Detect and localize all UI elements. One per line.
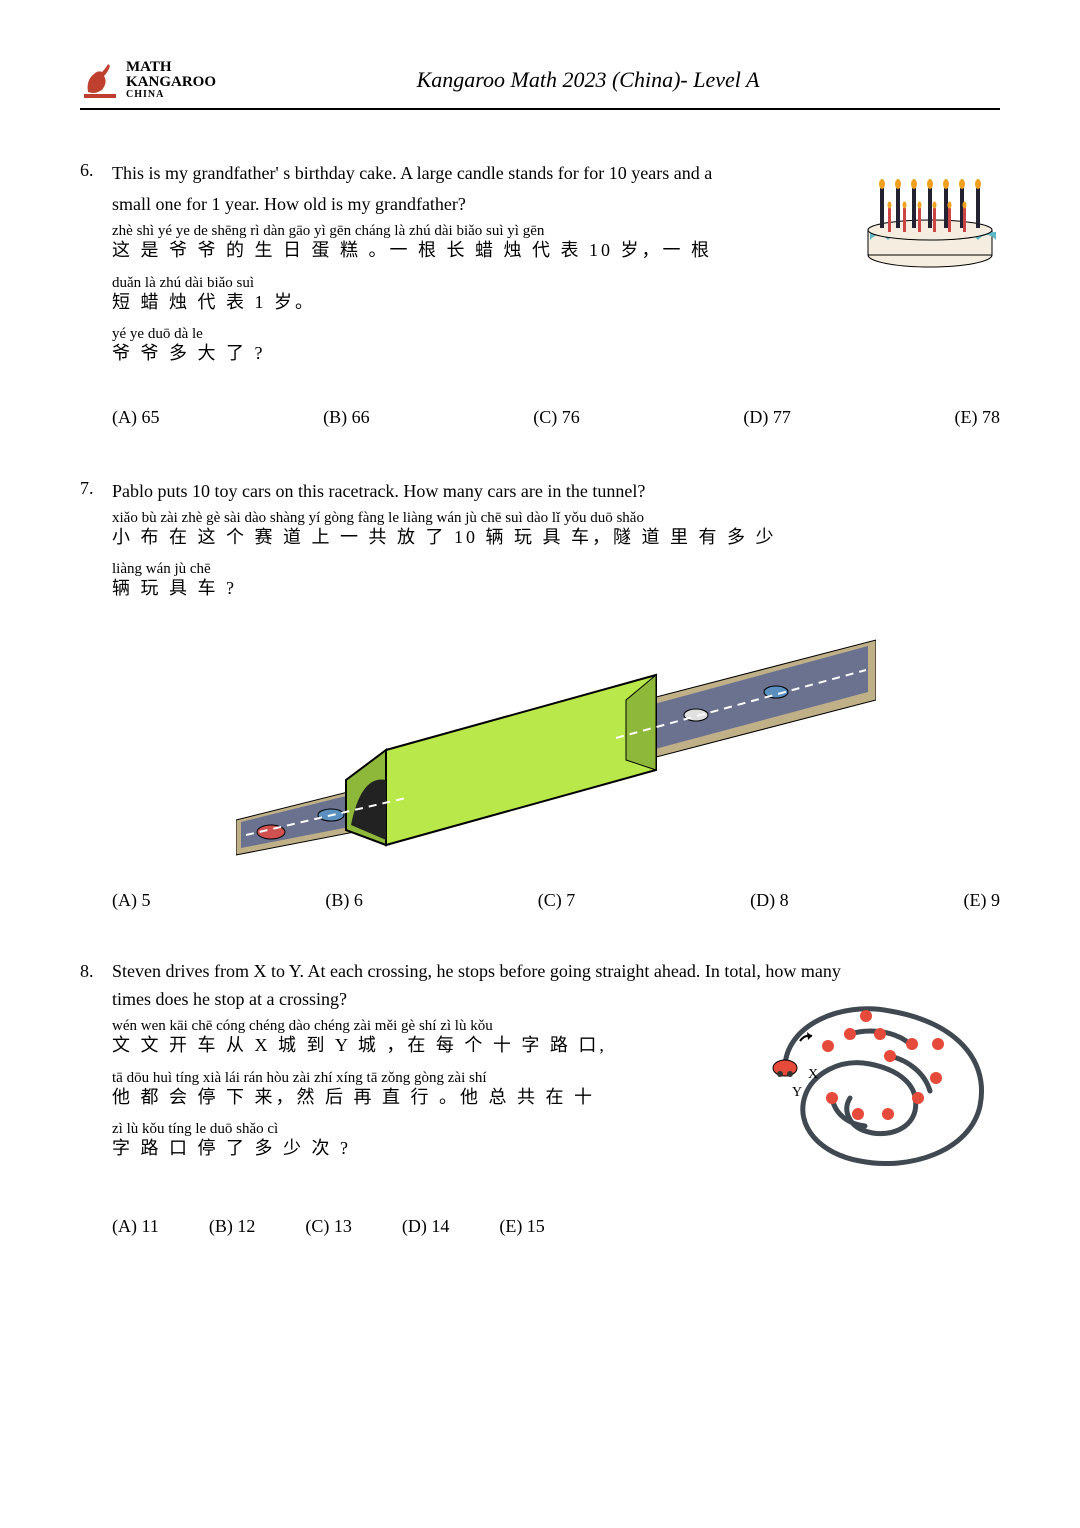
option-a: (A) 65 [112, 407, 160, 428]
page-title: Kangaroo Math 2023 (China)- Level A [176, 67, 1000, 93]
question-6: 6. This is my grandfather' s birthday ca… [80, 160, 1000, 428]
cake-figure [860, 160, 1000, 270]
answer-options: (A) 65 (B) 66 (C) 76 (D) 77 (E) 78 [112, 407, 1000, 428]
option-c: (C) 13 [305, 1216, 352, 1237]
option-d: (D) 8 [750, 890, 789, 911]
option-e: (E) 78 [955, 407, 1000, 428]
chinese-line: 字 路 口 停 了 多 少 次 ? [112, 1138, 720, 1160]
pinyin-line: wén wen kāi chē cóng chéng dào chéng zài… [112, 1017, 720, 1035]
english-line: times does he stop at a crossing? [112, 986, 720, 1013]
chinese-line: 小 布 在 这 个 赛 道 上 一 共 放 了 10 辆 玩 具 车，隧 道 里… [112, 527, 1000, 549]
question-number: 7. [80, 478, 112, 911]
chinese-line: 文 文 开 车 从 X 城 到 Y 城 ，在 每 个 十 字 路 口, [112, 1035, 720, 1057]
question-text: times does he stop at a crossing? wén we… [112, 986, 720, 1172]
option-c: (C) 76 [533, 407, 580, 428]
maze-figure: XY [740, 986, 1000, 1186]
question-text: This is my grandfather' s birthday cake.… [112, 160, 840, 377]
option-a: (A) 5 [112, 890, 151, 911]
answer-options: (A) 5 (B) 6 (C) 7 (D) 8 (E) 9 [112, 890, 1000, 911]
question-number: 8. [80, 961, 112, 1237]
kangaroo-icon [80, 60, 120, 100]
tunnel-figure [236, 620, 876, 860]
page-header: MATH KANGAROO CHINA Kangaroo Math 2023 (… [80, 60, 1000, 110]
question-text: Pablo puts 10 toy cars on this racetrack… [112, 478, 1000, 600]
english-line: Steven drives from X to Y. At each cross… [112, 961, 1000, 982]
option-b: (B) 6 [325, 890, 363, 911]
pinyin-line: xiǎo bù zài zhè gè sài dào shàng yí gòng… [112, 509, 1000, 527]
option-d: (D) 14 [402, 1216, 450, 1237]
svg-text:X: X [808, 1067, 818, 1082]
option-e: (E) 15 [499, 1216, 544, 1237]
option-a: (A) 11 [112, 1216, 159, 1237]
english-line: Pablo puts 10 toy cars on this racetrack… [112, 478, 1000, 505]
option-c: (C) 7 [538, 890, 576, 911]
pinyin-line: yé ye duō dà le [112, 325, 840, 343]
pinyin-line: zhè shì yé ye de shēng rì dàn gāo yì gēn… [112, 222, 840, 240]
option-b: (B) 12 [209, 1216, 256, 1237]
option-e: (E) 9 [964, 890, 1000, 911]
answer-options: (A) 11 (B) 12 (C) 13 (D) 14 (E) 15 [112, 1216, 1000, 1237]
chinese-line: 短 蜡 烛 代 表 1 岁。 [112, 292, 840, 314]
question-7: 7. Pablo puts 10 toy cars on this racetr… [80, 478, 1000, 911]
option-b: (B) 66 [323, 407, 370, 428]
question-8: 8. Steven drives from X to Y. At each cr… [80, 961, 1000, 1237]
chinese-line: 爷 爷 多 大 了 ? [112, 343, 840, 365]
pinyin-line: liàng wán jù chē [112, 560, 1000, 578]
chinese-line: 他 都 会 停 下 来，然 后 再 直 行 。他 总 共 在 十 [112, 1087, 720, 1109]
option-d: (D) 77 [743, 407, 791, 428]
pinyin-line: tā dōu huì tíng xià lái rán hòu zài zhí … [112, 1069, 720, 1087]
chinese-line: 辆 玩 具 车 ? [112, 578, 1000, 600]
svg-text:Y: Y [792, 1085, 802, 1100]
pinyin-line: duǎn là zhú dài biǎo suì [112, 274, 840, 292]
question-number: 6. [80, 160, 112, 428]
english-line: This is my grandfather' s birthday cake.… [112, 160, 840, 187]
english-line: small one for 1 year. How old is my gran… [112, 191, 840, 218]
chinese-line: 这 是 爷 爷 的 生 日 蛋 糕 。一 根 长 蜡 烛 代 表 10 岁，一 … [112, 240, 840, 262]
pinyin-line: zì lù kǒu tíng le duō shǎo cì [112, 1120, 720, 1138]
